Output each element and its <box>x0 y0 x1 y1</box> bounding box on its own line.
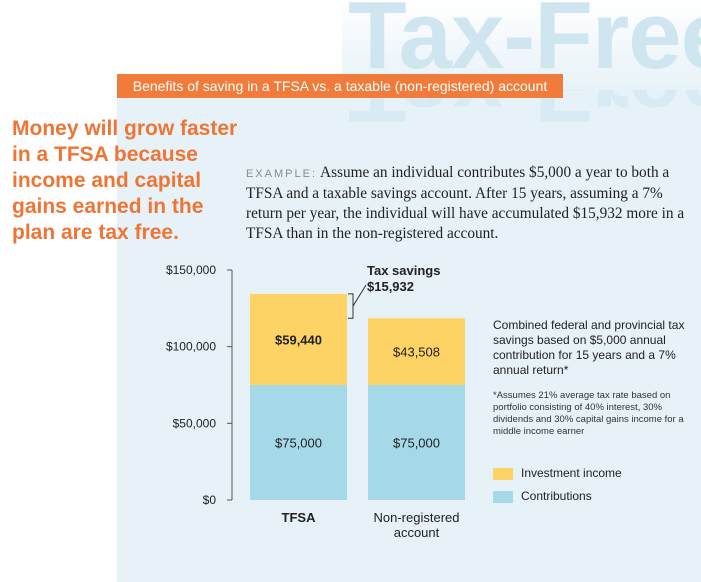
bar-segment-contributions <box>368 385 465 500</box>
bar-value-label: $75,000 <box>275 436 322 451</box>
bar-value-label: $43,508 <box>393 345 440 360</box>
y-tick-label: $150,000 <box>166 263 216 277</box>
legend-swatch-contributions <box>493 490 513 503</box>
legend-item-investment-income: Investment income <box>493 466 622 480</box>
tax-savings-label: $15,932 <box>367 279 414 294</box>
tax-savings-leader <box>352 284 367 307</box>
bar-value-label: $75,000 <box>393 436 440 451</box>
chart-footnote: *Assumes 21% average tax rate based on p… <box>493 390 684 437</box>
bar-segment-investment-income <box>368 318 465 385</box>
x-category-label: Non-registered <box>374 510 460 525</box>
example-text: Assume an individual contributes $5,000 … <box>246 164 685 242</box>
watermark-text: Tax-Free <box>348 0 701 89</box>
tax-savings-label: Tax savings <box>367 263 440 278</box>
bar-segment-contributions <box>250 385 347 500</box>
x-category-label: TFSA <box>282 510 317 525</box>
banner-title: Benefits of saving in a TFSA vs. a taxab… <box>117 74 563 98</box>
chart-note: Combined federal and provincial tax savi… <box>493 318 685 377</box>
bar-segment-investment-income <box>250 293 347 385</box>
legend-label-contributions: Contributions <box>521 489 592 503</box>
x-category-label: account <box>394 525 440 540</box>
example-label: EXAMPLE: <box>246 168 318 180</box>
legend-label-investment-income: Investment income <box>521 466 622 480</box>
legend-item-contributions: Contributions <box>493 489 592 503</box>
y-tick-label: $100,000 <box>166 340 216 354</box>
example-paragraph: EXAMPLE: Assume an individual contribute… <box>246 163 696 244</box>
legend-swatch-investment-income <box>493 467 513 480</box>
bar-value-label: $59,440 <box>275 332 322 347</box>
headline: Money will grow faster in a TFSA because… <box>12 117 238 244</box>
y-tick-label: $50,000 <box>173 416 217 430</box>
tax-savings-bracket <box>348 293 354 319</box>
y-tick-label: $0 <box>203 493 217 507</box>
